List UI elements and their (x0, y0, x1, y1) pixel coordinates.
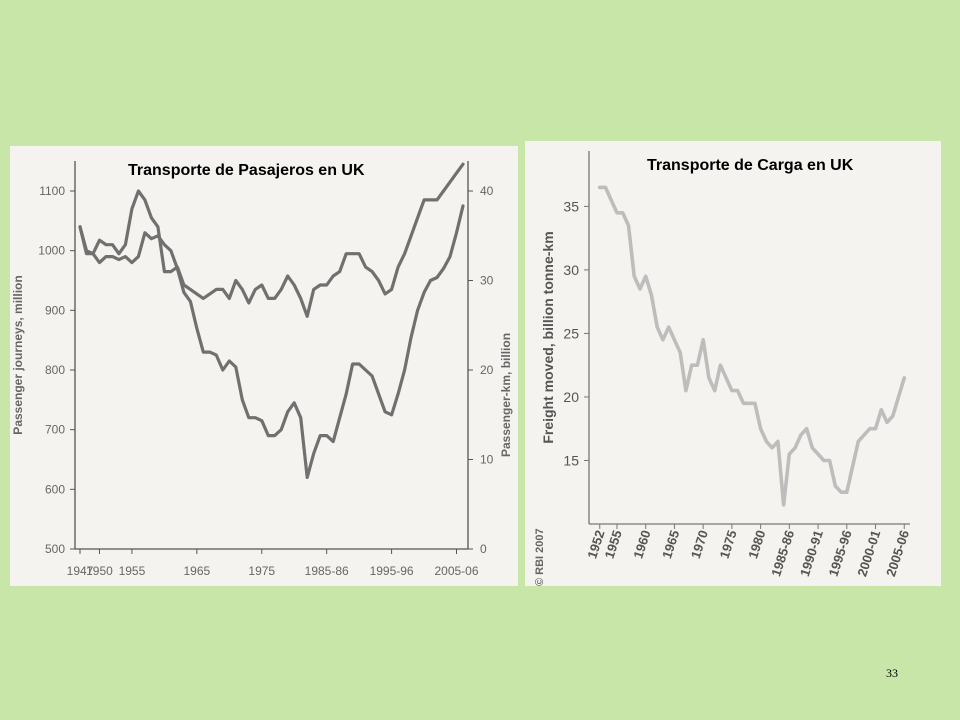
passenger-chart-title: Transporte de Pasajeros en UK (128, 162, 365, 179)
y2-tick-label: 40 (480, 184, 494, 198)
y-axis-label: Passenger journeys, million (11, 275, 25, 434)
y-tick-label: 35 (563, 198, 579, 214)
y2-axis-label: Passenger-km, billion (499, 333, 513, 457)
x-tick-label: 1995-96 (370, 564, 414, 578)
y2-tick-label: 20 (480, 363, 494, 377)
x-tick-label: 1965 (183, 564, 210, 578)
passenger-chart: 500 600 700 800 900 1000 1100 0 10 20 30 40 19471950… (11, 161, 513, 578)
y-tick-label: 20 (563, 389, 579, 405)
x-tick-label: 1980 (745, 528, 768, 560)
freight-chart-panel: 15 20 25 30 35 1952 1955 1960 1965 1970 1975 1980 19… (525, 141, 941, 586)
passenger-journeys-line (78, 204, 465, 479)
y2-tick-label: 30 (480, 274, 494, 288)
x-tick-label: 1990-91 (797, 528, 826, 578)
x-tick-label: 1970 (688, 528, 711, 560)
passenger-km-line (78, 162, 465, 318)
slide-number: 33 (886, 666, 898, 680)
y-tick-label: 700 (45, 423, 65, 437)
x-tick-label: 2000-01 (854, 528, 883, 578)
x-tick-label: 2005-06 (883, 528, 912, 578)
x-tick-label: 1975 (248, 564, 275, 578)
y2-tick-label: 0 (480, 542, 487, 556)
y-tick-label: 1000 (38, 244, 65, 258)
y-tick-label: 1100 (39, 184, 65, 198)
x-tick-label: 1985-86 (305, 564, 349, 578)
y-tick-label: 15 (563, 452, 579, 468)
freight-chart-title: Transporte de Carga en UK (647, 157, 854, 174)
y-tick-label: 900 (45, 303, 65, 317)
x-tick-label: 1965 (659, 528, 682, 560)
y-axis-label: Freight moved, billion tonne-km (540, 231, 556, 443)
y-tick-label: 800 (45, 363, 65, 377)
x-tick-label: 1985-86 (768, 528, 797, 578)
y-tick-label: 600 (45, 482, 65, 496)
copyright-label: © RBI 2007 (534, 528, 546, 586)
y2-tick-label: 10 (480, 453, 494, 467)
x-tick-label: 1950 (86, 564, 113, 578)
x-tick-label: 1955 (119, 564, 146, 578)
x-tick-label: 2005-06 (434, 564, 478, 578)
y-tick-label: 500 (45, 542, 65, 556)
passenger-chart-panel: 500 600 700 800 900 1000 1100 0 10 20 30 40 1947 1950… (10, 146, 518, 586)
x-tick-label: 1995-96 (826, 528, 855, 578)
x-tick-label: 1960 (630, 528, 653, 560)
x-tick-label: 1975 (717, 528, 740, 560)
freight-line (597, 185, 907, 507)
x-tick-label: 1947 (67, 564, 94, 578)
y-tick-label: 25 (563, 325, 579, 341)
y-tick-label: 30 (563, 262, 579, 278)
